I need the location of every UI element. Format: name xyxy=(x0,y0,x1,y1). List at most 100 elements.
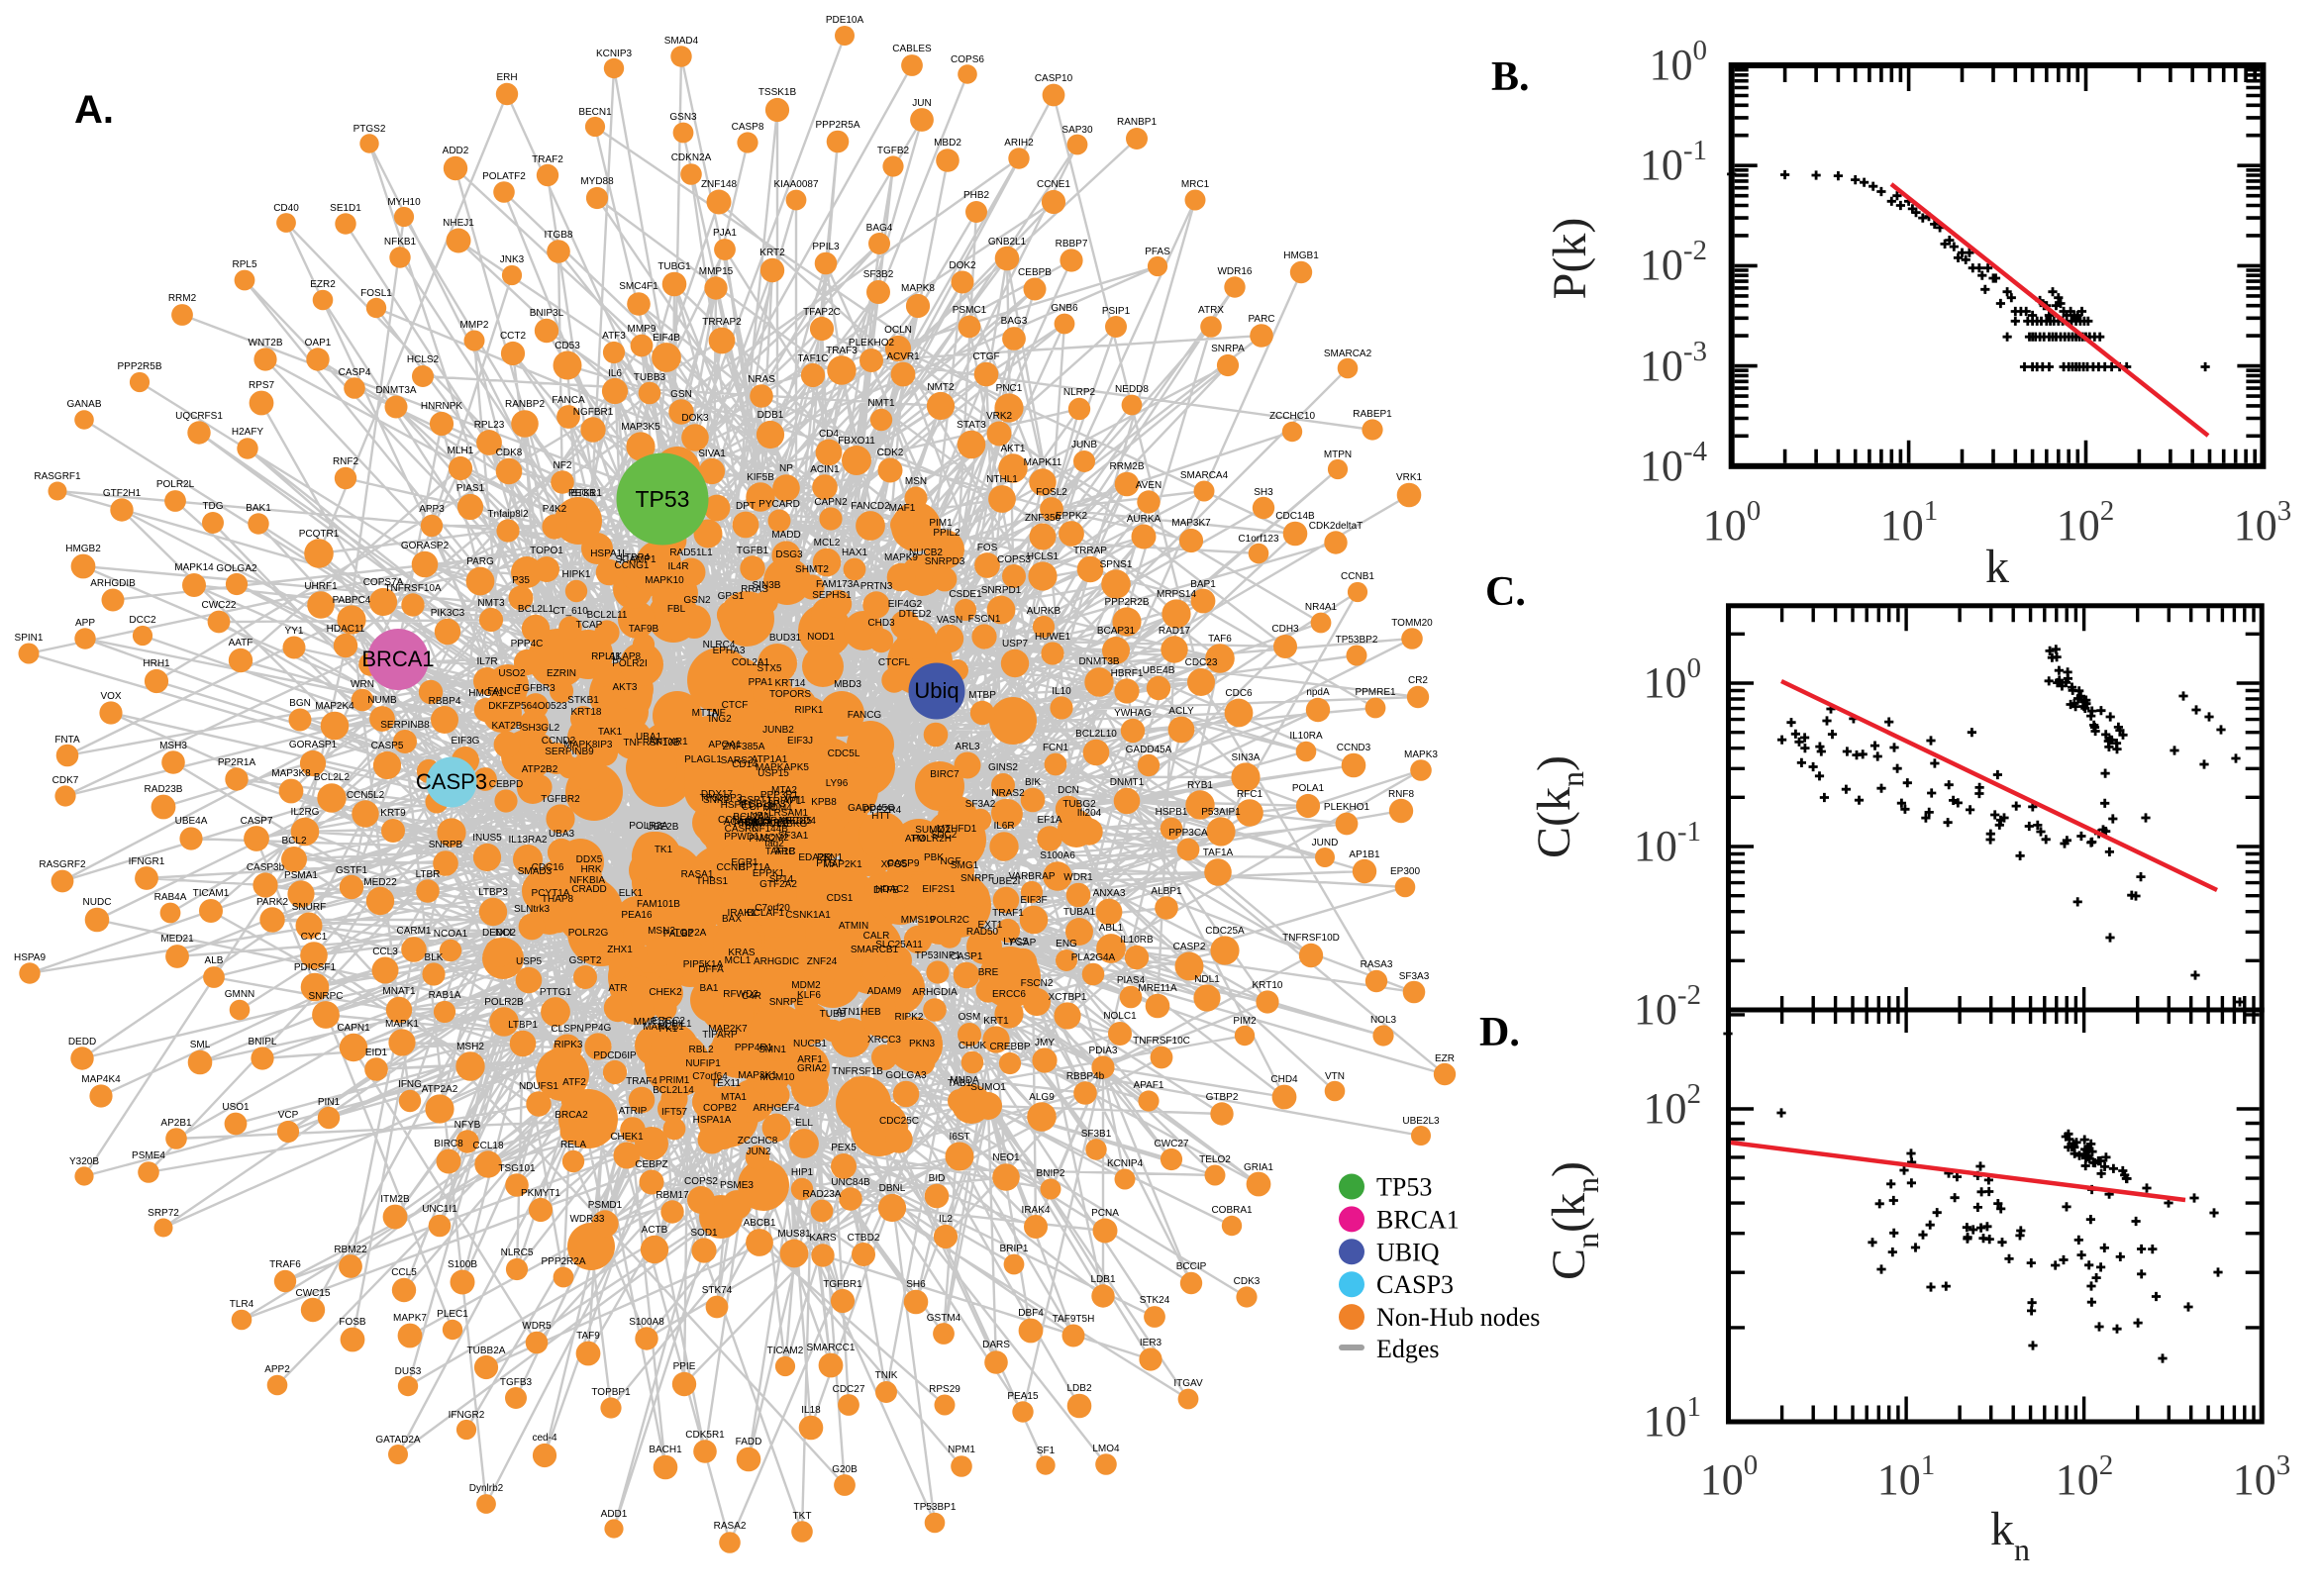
svg-text:PIM1: PIM1 xyxy=(929,518,953,529)
svg-text:PNC1: PNC1 xyxy=(996,383,1023,394)
svg-text:DDX21: DDX21 xyxy=(746,818,778,829)
svg-text:POLR2C: POLR2C xyxy=(930,915,969,926)
svg-text:RNF2: RNF2 xyxy=(333,456,359,467)
svg-text:APP2: APP2 xyxy=(264,1364,290,1375)
svg-text:UQCRFS1: UQCRFS1 xyxy=(175,411,223,422)
svg-text:Cn(kn): Cn(kn) xyxy=(1543,1161,1605,1280)
svg-text:P35: P35 xyxy=(512,575,530,586)
svg-text:MRPS14: MRPS14 xyxy=(1157,589,1196,600)
svg-text:ADD1: ADD1 xyxy=(601,1509,628,1520)
svg-text:SNK2: SNK2 xyxy=(703,795,730,806)
svg-text:XRCC5: XRCC5 xyxy=(778,816,812,827)
svg-text:H2AFY: H2AFY xyxy=(232,427,264,438)
svg-text:USP15: USP15 xyxy=(758,768,789,779)
svg-text:BCL2L11: BCL2L11 xyxy=(587,610,628,621)
svg-text:BAG3: BAG3 xyxy=(1001,316,1028,327)
svg-text:ARHGEF4: ARHGEF4 xyxy=(753,1103,800,1114)
svg-text:COBRA1: COBRA1 xyxy=(1211,1205,1253,1216)
svg-text:DSG3: DSG3 xyxy=(775,549,803,560)
svg-text:CDK2deltaT: CDK2deltaT xyxy=(1309,521,1363,532)
svg-text:PPP3CA: PPP3CA xyxy=(1168,828,1208,839)
svg-text:RIPK2: RIPK2 xyxy=(895,1012,924,1023)
svg-text:CASP8: CASP8 xyxy=(732,122,764,133)
svg-text:RRM2B: RRM2B xyxy=(1109,461,1144,472)
svg-text:RPL5: RPL5 xyxy=(232,259,256,270)
svg-text:BIRC7: BIRC7 xyxy=(930,769,960,780)
svg-text:CRADD: CRADD xyxy=(571,884,607,895)
svg-text:FNTA: FNTA xyxy=(54,735,80,746)
svg-text:CSNK1A1: CSNK1A1 xyxy=(785,910,831,921)
svg-text:TSSK1B: TSSK1B xyxy=(758,87,797,98)
svg-text:MAP4K4: MAP4K4 xyxy=(81,1074,121,1085)
svg-text:TOP2A: TOP2A xyxy=(674,928,707,939)
svg-text:CASP4: CASP4 xyxy=(339,367,371,378)
svg-text:ced-4: ced-4 xyxy=(532,1433,556,1444)
svg-text:ANXA3: ANXA3 xyxy=(1093,888,1126,899)
svg-text:APOA1: APOA1 xyxy=(708,740,742,750)
svg-text:PMS2: PMS2 xyxy=(749,834,776,845)
svg-text:CEBPZ: CEBPZ xyxy=(635,1159,667,1170)
svg-text:MAF1: MAF1 xyxy=(889,503,916,514)
svg-text:CWC27: CWC27 xyxy=(1154,1139,1188,1149)
svg-text:RPL11: RPL11 xyxy=(591,651,621,662)
svg-text:PLEKHO2: PLEKHO2 xyxy=(849,338,895,349)
svg-text:STX5: STX5 xyxy=(757,663,781,674)
svg-text:CDC16: CDC16 xyxy=(532,862,564,873)
svg-text:IL4: IL4 xyxy=(745,818,758,829)
svg-text:BCL2L14: BCL2L14 xyxy=(653,1085,694,1096)
svg-text:RAD23B: RAD23B xyxy=(145,784,183,795)
svg-text:FBL: FBL xyxy=(667,604,686,615)
svg-text:KIAA0087: KIAA0087 xyxy=(773,179,818,190)
svg-text:FOS: FOS xyxy=(977,543,998,553)
svg-text:HBRF1: HBRF1 xyxy=(1111,668,1144,679)
svg-text:FANCA: FANCA xyxy=(552,395,585,406)
svg-text:FAM173A: FAM173A xyxy=(816,579,859,590)
svg-text:FOSL1: FOSL1 xyxy=(360,288,392,299)
svg-text:UBE4B: UBE4B xyxy=(1143,665,1175,676)
svg-text:TNFRSF10B: TNFRSF10B xyxy=(623,738,680,748)
svg-text:HNRNPUL1: HNRNPUL1 xyxy=(734,819,787,830)
svg-text:RBL2: RBL2 xyxy=(688,1045,713,1055)
svg-text:IL13RA2: IL13RA2 xyxy=(509,835,548,846)
svg-text:MMP17: MMP17 xyxy=(634,1017,668,1028)
svg-text:UBIQ: UBIQ xyxy=(1376,1238,1440,1266)
svg-text:ELL: ELL xyxy=(795,1118,813,1129)
svg-text:ELK1: ELK1 xyxy=(619,888,644,899)
svg-text:COPS7A: COPS7A xyxy=(363,577,404,588)
svg-text:BA1: BA1 xyxy=(700,983,719,994)
svg-text:CCNH: CCNH xyxy=(717,862,746,873)
svg-text:P4K2: P4K2 xyxy=(543,504,567,515)
svg-text:AKT3: AKT3 xyxy=(612,682,637,693)
svg-text:PRTN3: PRTN3 xyxy=(860,581,893,592)
svg-text:FADD: FADD xyxy=(736,1437,762,1447)
svg-text:PRIM1: PRIM1 xyxy=(659,1075,690,1086)
svg-text:RBM17: RBM17 xyxy=(656,1190,689,1201)
svg-text:MAPK14: MAPK14 xyxy=(174,562,214,573)
svg-text:NOD1: NOD1 xyxy=(807,632,835,643)
svg-text:STKB1: STKB1 xyxy=(567,695,599,706)
svg-text:ITGAV: ITGAV xyxy=(1173,1378,1203,1389)
svg-text:CPT1A: CPT1A xyxy=(739,862,771,873)
svg-text:ZNF385A: ZNF385A xyxy=(723,742,765,752)
svg-text:SF3A1: SF3A1 xyxy=(778,831,809,842)
svg-text:BIK: BIK xyxy=(1025,777,1041,788)
svg-text:HMGA1: HMGA1 xyxy=(468,688,504,699)
svg-text:GSTF1: GSTF1 xyxy=(336,865,368,876)
svg-text:WRN: WRN xyxy=(351,679,374,690)
svg-text:TGFBR3: TGFBR3 xyxy=(516,683,556,694)
svg-text:NFKB1: NFKB1 xyxy=(384,237,417,248)
svg-text:MBD3: MBD3 xyxy=(834,679,861,690)
svg-text:SUMO2: SUMO2 xyxy=(915,825,951,836)
svg-text:KAT2B: KAT2B xyxy=(492,721,523,732)
svg-text:MTPN: MTPN xyxy=(1324,449,1352,460)
svg-text:HSPE1: HSPE1 xyxy=(721,800,754,811)
svg-text:NDL1: NDL1 xyxy=(1194,974,1220,985)
svg-text:PPP2R4: PPP2R4 xyxy=(863,805,902,816)
svg-text:TLR4: TLR4 xyxy=(230,1299,254,1310)
svg-text:DNMT3B: DNMT3B xyxy=(1078,656,1119,667)
svg-text:BRIP1: BRIP1 xyxy=(1000,1244,1029,1254)
svg-text:SPNS1: SPNS1 xyxy=(1100,559,1133,570)
svg-text:CASP3: CASP3 xyxy=(1376,1270,1454,1299)
svg-text:BACH1: BACH1 xyxy=(649,1445,682,1455)
svg-text:CCNE1: CCNE1 xyxy=(1037,179,1070,190)
